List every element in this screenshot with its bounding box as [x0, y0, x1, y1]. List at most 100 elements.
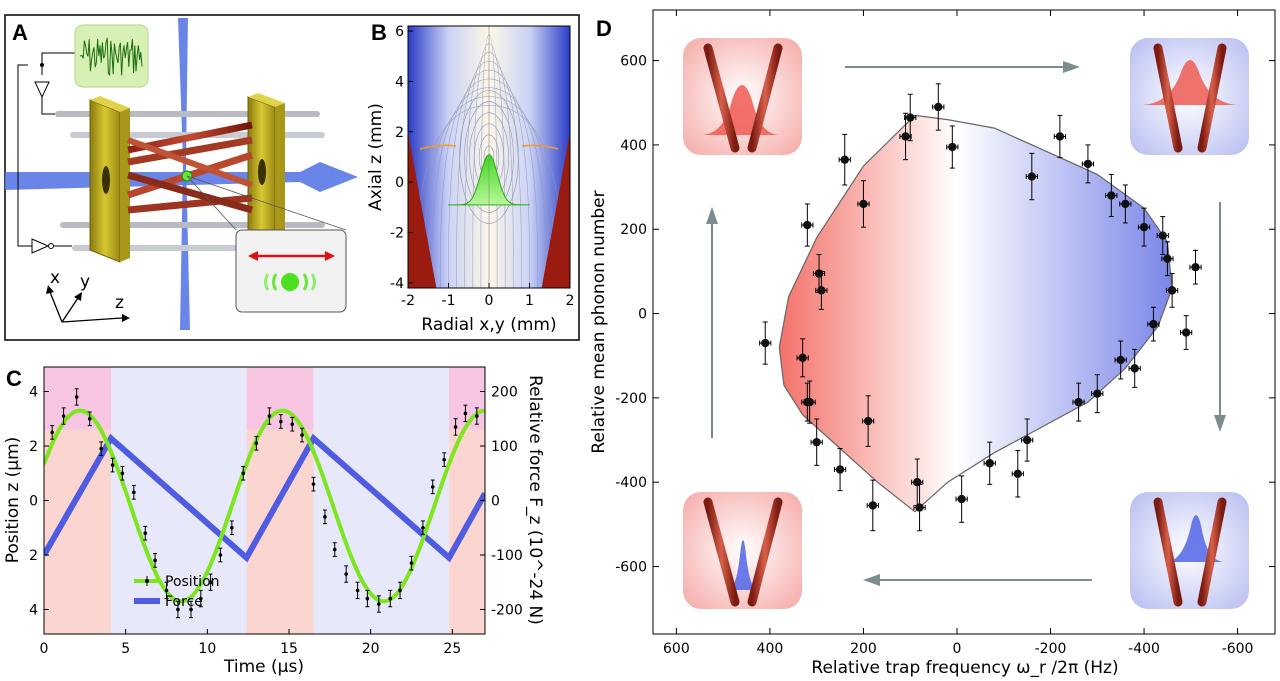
- position-point: [453, 425, 458, 429]
- cycle-arrows: [706, 61, 1226, 586]
- shade-red-top: [246, 367, 314, 430]
- data-point: [817, 286, 826, 295]
- position-point: [143, 531, 148, 535]
- position-point: [241, 471, 246, 476]
- data-point: [1083, 159, 1093, 169]
- y-tick-label: 2: [29, 439, 38, 455]
- panel-c-y2label: Relative force F_z (10^-24 N): [525, 375, 545, 625]
- position-point: [87, 416, 92, 421]
- data-point: [906, 113, 915, 122]
- data-point: [1093, 389, 1102, 398]
- y-tick-label: -2: [390, 226, 404, 242]
- trap-apparatus-illustration: [5, 18, 358, 330]
- position-point: [311, 482, 316, 486]
- x-tick-label: 1: [525, 293, 534, 309]
- position-point: [332, 547, 337, 552]
- position-point: [279, 419, 283, 424]
- data-point: [1139, 222, 1149, 232]
- inset-bottom-right-trap: [1130, 492, 1249, 609]
- x-tick-label: 200: [850, 641, 877, 657]
- position-point: [74, 395, 79, 399]
- panel-a-label: A: [12, 20, 28, 45]
- data-point: [1121, 199, 1130, 209]
- data-point: [1116, 355, 1125, 365]
- y2-tick-label: -200: [491, 602, 523, 618]
- data-point: [934, 102, 943, 112]
- y-tick-label: 4: [395, 74, 404, 90]
- axis-x-label: x: [50, 268, 60, 288]
- y-tick-label: 4: [29, 385, 38, 401]
- position-point: [323, 515, 327, 519]
- axis-y-label: y: [80, 272, 90, 292]
- position-point: [409, 561, 414, 565]
- position-point: [120, 471, 125, 476]
- y-tick-label: 2: [395, 125, 404, 141]
- data-point: [803, 397, 812, 407]
- position-point: [475, 414, 479, 418]
- position-point: [61, 414, 66, 418]
- x-tick-label: 400: [757, 641, 784, 657]
- position-point: [355, 588, 360, 593]
- x-tick-label: 15: [280, 641, 298, 657]
- inset-bottom-left-trap: [683, 492, 802, 609]
- x-tick-label: 600: [663, 641, 690, 657]
- y-tick-label: -4: [390, 276, 404, 292]
- data-point: [812, 437, 821, 447]
- x-tick-label: -600: [1222, 641, 1254, 657]
- y-tick-label: -600: [615, 560, 647, 576]
- panel-b-ylabel: Axial z (mm): [366, 103, 386, 211]
- position-point: [199, 596, 203, 601]
- data-point: [913, 478, 922, 487]
- panel-c-label: C: [6, 366, 22, 391]
- data-point: [859, 199, 868, 209]
- data-point: [814, 269, 824, 278]
- y-tick-label: 400: [620, 138, 647, 154]
- x-tick-label: -1: [442, 293, 456, 309]
- panel-c-legend: Position Force: [134, 574, 220, 610]
- data-point: [798, 353, 807, 363]
- data-point: [915, 503, 924, 512]
- legend-position-label: Position: [165, 574, 220, 590]
- legend-force-label: Force: [165, 594, 203, 610]
- position-point: [208, 580, 213, 585]
- position-point: [132, 490, 136, 495]
- position-point: [398, 588, 402, 593]
- x-tick-label: 25: [443, 641, 461, 657]
- force-line: [44, 433, 485, 563]
- x-tick-label: 5: [121, 641, 130, 657]
- panel-d-xlabel: Relative trap frequency ω_r /2π (Hz): [811, 658, 1118, 678]
- x-tick-label: 0: [40, 641, 49, 657]
- position-point: [254, 441, 259, 446]
- data-point: [868, 501, 878, 510]
- position-point: [300, 433, 304, 437]
- position-point: [189, 607, 193, 612]
- y2-tick-label: 200: [491, 385, 518, 401]
- data-point: [1074, 397, 1083, 407]
- x-tick-label: -200: [1035, 641, 1067, 657]
- position-point: [267, 414, 272, 418]
- position-point: [218, 553, 223, 557]
- data-point: [803, 220, 812, 230]
- data-point: [835, 465, 845, 474]
- x-tick-label: -2: [401, 293, 415, 309]
- axis-z-label: z: [115, 293, 124, 313]
- x-tick-label: 20: [362, 641, 380, 657]
- position-point: [442, 457, 446, 462]
- data-point: [1022, 435, 1032, 445]
- x-tick-label: 0: [953, 641, 962, 657]
- position-point: [153, 558, 157, 563]
- data-point: [948, 142, 957, 152]
- x-tick-label: 0: [485, 293, 494, 309]
- data-point: [1163, 254, 1172, 263]
- y-tick-label: 6: [395, 24, 404, 40]
- position-point: [176, 607, 180, 612]
- panel-b-label: B: [371, 20, 387, 45]
- data-point: [1107, 191, 1116, 200]
- data-point: [1181, 328, 1191, 337]
- data-point: [1158, 231, 1167, 240]
- panel-b-xlabel: Radial x,y (mm): [421, 315, 556, 335]
- position-point: [50, 430, 54, 435]
- position-point: [110, 463, 115, 467]
